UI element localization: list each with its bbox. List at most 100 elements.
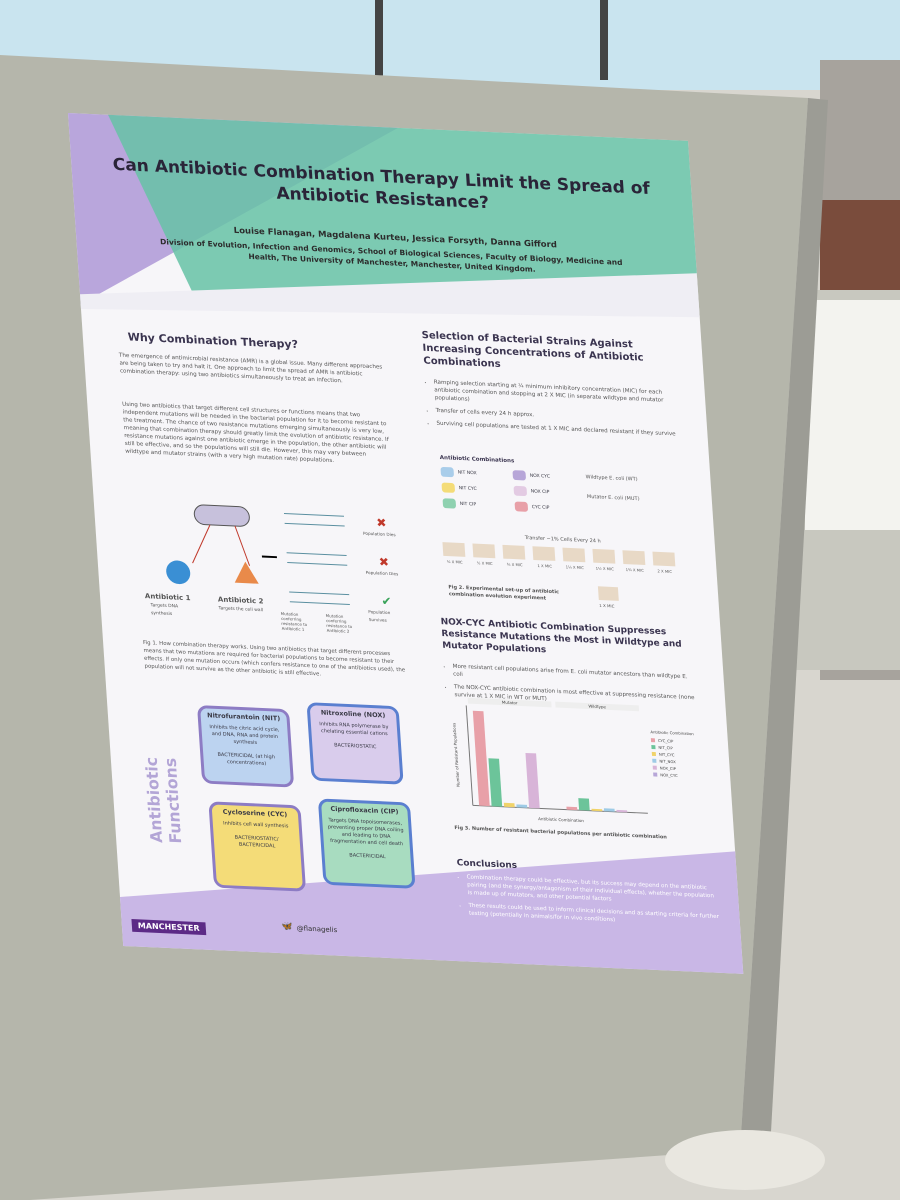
outcome: Population Dies: [365, 569, 399, 577]
tube: [472, 543, 496, 559]
tube: [562, 547, 586, 563]
cross: ✖: [378, 555, 389, 569]
tube: [442, 542, 466, 557]
list: Ramping selection starting at ¼ minimum …: [425, 378, 678, 438]
subheading: Antibiotic Combinations: [439, 455, 515, 465]
arrow: [192, 524, 211, 564]
group-label: Mutator: [502, 700, 518, 706]
group-header: [555, 701, 640, 712]
antibiotic-1-icon: [166, 560, 191, 585]
bar: [603, 808, 615, 812]
window-frame: [600, 0, 608, 80]
legend-swatch: [653, 772, 658, 777]
strain: Mutator E. coli (MUT): [586, 493, 640, 503]
butterfly-icon: 🦋: [281, 921, 294, 933]
poster-bottom-band: [120, 851, 744, 974]
legend-label: NIT_CIP: [658, 745, 673, 751]
group-label: Wildtype: [588, 704, 606, 710]
test-tube-box: [597, 586, 619, 601]
section-heading: Conclusions: [456, 858, 518, 871]
box-title: Cycloserine (CYC): [222, 807, 288, 819]
swatch: [514, 501, 529, 512]
function-box: Nitrofurantoin (NIT) Inhibits the citric …: [197, 705, 295, 788]
poster: Can Antibiotic Combination Therapy Limit…: [68, 113, 743, 974]
bullet-list: Combination therapy could be effective, …: [457, 873, 720, 934]
label: Targets DNA synthesis: [150, 603, 179, 617]
mic-label: 2 X MIC: [657, 568, 673, 575]
box-title: Ciprofloxacin (CIP): [330, 804, 399, 816]
paragraph: Using two antibiotics that target differ…: [122, 401, 389, 465]
swatch: [513, 485, 528, 497]
swatch: [442, 498, 457, 509]
mic-step: 1½ X MIC: [590, 548, 617, 572]
combination: NIT CIP: [442, 498, 504, 511]
legend-label: NIT_NOX: [659, 759, 676, 765]
legend-swatch: [652, 758, 657, 763]
section-heading: Why Combination Therapy?: [127, 330, 299, 352]
legend-label: NOX_CIP: [660, 765, 677, 771]
legend-swatch: [652, 765, 657, 770]
mic-row: ¼ X MIC ½ X MIC ¾ X MIC 1 X MIC 1¼ X MIC 1½ X…: [440, 542, 691, 575]
paragraph: The emergence of antimicrobial resistanc…: [118, 352, 383, 385]
box-kind: BACTERICIDAL: [349, 852, 386, 861]
bacterium: [193, 504, 250, 527]
swatch: [441, 482, 456, 493]
figure-1: ✖ ✖ ✔: [166, 504, 392, 608]
brick-building: [820, 200, 900, 300]
combination: CYC CIP: [514, 501, 576, 514]
caption: Fig 2. Experimental set-up of antibiotic…: [448, 584, 560, 602]
box-kind: BACTERICIDAL (at high concentrations): [217, 751, 276, 767]
outcome: Population Dies: [362, 530, 396, 538]
check: ✔: [381, 594, 392, 608]
function-box: Cycloserine (CYC) Inhibits cell wall synt…: [208, 801, 307, 892]
neighbour-poster: [805, 300, 900, 530]
bar-chart: Number of Resistant Populations Antibioti…: [451, 697, 694, 823]
poster-divider: [80, 273, 700, 318]
title: Can Antibiotic Combination Therapy Limit…: [112, 155, 651, 214]
poster-teal-band: [108, 114, 698, 311]
bar: [591, 808, 603, 812]
box-text: Inhibits cell wall synthesis: [223, 820, 289, 830]
window-frame: [375, 0, 383, 80]
combination-label: NOX CYC: [529, 473, 551, 480]
combination: NIT NOX: [440, 466, 501, 480]
bar: [578, 798, 590, 811]
mic-label: 1½ X MIC: [595, 565, 614, 572]
bullet-list: Ramping selection starting at ¼ minimum …: [425, 378, 679, 443]
vertical-label: Antibiotic Functions: [141, 756, 186, 844]
mic-label: ¾ X MIC: [506, 561, 523, 568]
label: Mutation conferring resistance to Antibi…: [280, 611, 308, 632]
combination-label: NIT CYC: [458, 485, 477, 492]
mic-label: ½ X MIC: [476, 560, 493, 566]
function-box: Ciprofloxacin (CIP) Targets DNA topoisome…: [317, 798, 416, 889]
dna-strands: [283, 513, 350, 605]
swatch: [440, 466, 455, 478]
outcome: Population Survives: [368, 609, 391, 623]
bar: [566, 806, 578, 811]
list: Combination therapy could be effective, …: [457, 873, 720, 929]
poster-content: Can Antibiotic Combination Therapy Limit…: [68, 113, 743, 974]
mic-label: 1¼ X MIC: [565, 564, 584, 571]
y-axis-label: Number of Resistant Populations: [451, 723, 460, 787]
combination-label: NOX CIP: [530, 488, 550, 495]
mic-step: ½ X MIC: [470, 543, 497, 566]
box-text: Targets DNA topoisomerases, preventing p…: [327, 817, 404, 848]
box-title: Nitrofurantoin (NIT): [206, 711, 281, 723]
mic-label: ¼ X MIC: [446, 558, 463, 565]
cross: ✖: [376, 516, 387, 530]
caption: Fig 1. How combination therapy works. Us…: [142, 640, 406, 678]
mic-step: ¾ X MIC: [500, 544, 527, 568]
strain: Wildtype E. coli (WT): [585, 474, 638, 483]
handle: @flanagelis: [296, 924, 338, 935]
combinations: NIT NOX NOX CYC NIT CYC NOX CIP NIT CIP CYC C…: [440, 466, 583, 514]
legend-swatch: [650, 738, 656, 743]
poster-group: Can Antibiotic Combination Therapy Limit…: [68, 113, 743, 974]
logo: MANCHESTER: [131, 919, 207, 936]
section-heading: NOX-CYC Antibiotic Combination Suppresse…: [440, 617, 683, 656]
combination: NIT CYC: [441, 482, 502, 496]
mic-step: ¼ X MIC: [440, 542, 467, 565]
function-box: Nitroxoline (NOX) Inhibits RNA polymerase…: [306, 702, 404, 785]
combination-label: NIT CIP: [459, 501, 477, 508]
